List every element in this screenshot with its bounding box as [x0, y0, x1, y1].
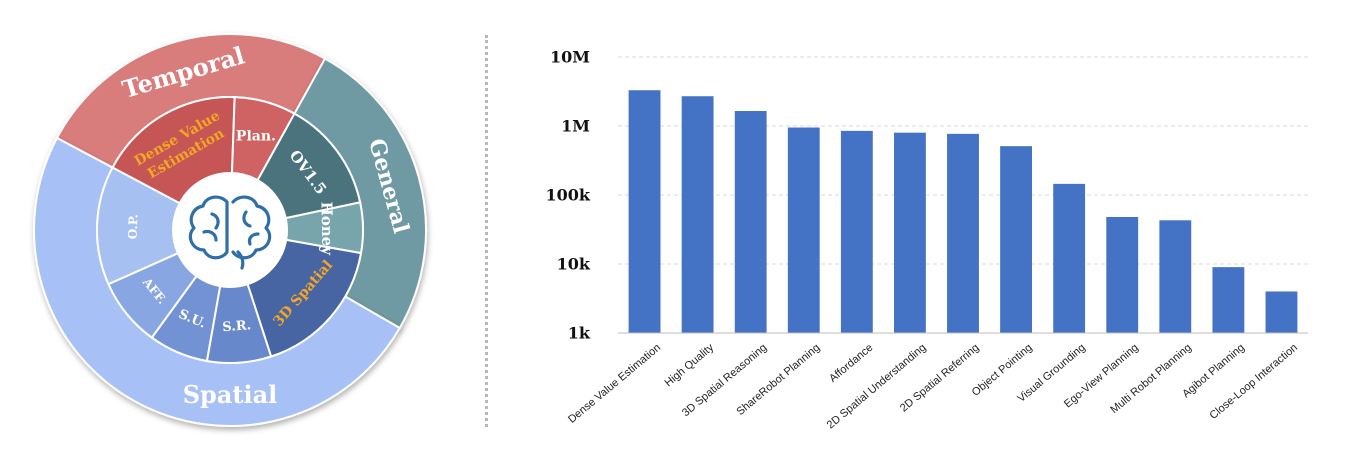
bar-agibot-planning [1212, 267, 1245, 333]
sunburst-slices [33, 33, 427, 427]
bar-multi-robot-planning [1159, 220, 1192, 333]
bar-sharerobot-planning [787, 127, 820, 333]
x-tick-label: 2D Spatial Understanding [825, 342, 929, 432]
bar-2d-spatial-referring [947, 133, 979, 333]
bar-2d-spatial-understanding [894, 132, 926, 333]
center-circle [173, 173, 287, 287]
inner-label-honey: Honey [318, 201, 337, 256]
bar-object-pointing [1000, 146, 1032, 333]
bar-chart: 1k 10k 100k 1M 10M Dense Value Estimation Hig… [546, 48, 1308, 431]
y-tick-label: 100k [546, 186, 591, 205]
y-tick-label: 10k [557, 255, 591, 274]
y-axis-ticks: 1k 10k 100k 1M 10M [546, 48, 591, 343]
bar-visual-grounding [1053, 183, 1086, 333]
x-tick-label: Close-Loop Interaction [1208, 342, 1301, 422]
inner-label-s-r: S.R. [222, 318, 252, 335]
bar-close-loop-interaction [1265, 291, 1298, 333]
x-tick-label: High Quality [663, 341, 717, 389]
bar-high-quality [681, 96, 714, 333]
bars [628, 90, 1298, 333]
y-tick-label: 1k [568, 324, 591, 343]
inner-label-plan: Plan. [236, 129, 276, 145]
x-tick-label: Dense Value Estimation [566, 342, 663, 426]
bar-affordance [840, 130, 873, 333]
x-tick-label: Affordance [827, 342, 875, 385]
bar-dense-value-estimation [628, 90, 661, 333]
divider [485, 35, 488, 427]
inner-label-o-p: O.P. [126, 214, 141, 240]
brain-icon [188, 195, 272, 270]
y-tick-label: 10M [550, 48, 590, 67]
bar-ego-view-planning [1106, 216, 1139, 333]
outer-label-spatial: Spatial [183, 380, 278, 409]
bar-3d-spatial-reasoning [734, 110, 767, 333]
y-tick-label: 1M [561, 117, 590, 136]
